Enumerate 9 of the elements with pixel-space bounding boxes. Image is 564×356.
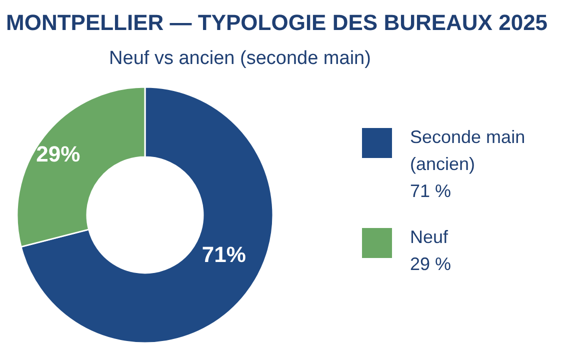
donut-slice: [20, 86, 274, 344]
data-label: 71%: [202, 242, 246, 268]
legend-label: Seconde main (ancien): [410, 127, 526, 174]
chart-subtitle: Neuf vs ancien (seconde main): [109, 48, 371, 69]
text: 29 %: [410, 254, 452, 274]
data-label: 29%: [36, 142, 80, 167]
chart-title: MONTPELLIER — TYPOLOGIE DES BUREAUX 2025: [6, 10, 548, 35]
text: 71 %: [410, 181, 452, 201]
legend-label: Neuf: [410, 227, 450, 247]
